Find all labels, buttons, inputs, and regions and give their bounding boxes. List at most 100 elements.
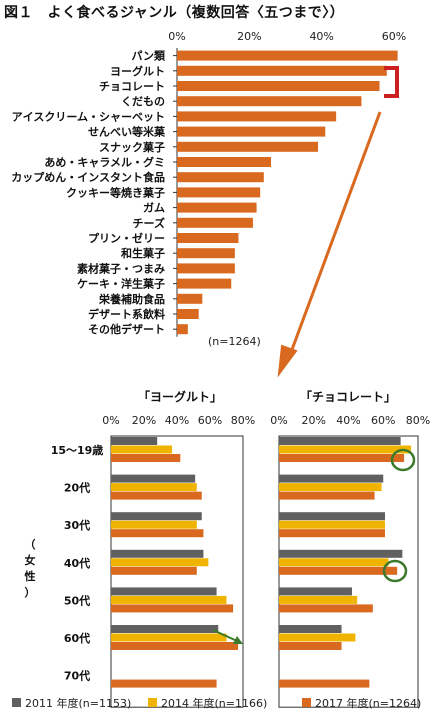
age-group-label: 60代 — [64, 631, 90, 645]
sample-size-note: (n=1264) — [208, 335, 261, 348]
highlight-circle — [390, 448, 416, 472]
age-group-label: 50代 — [64, 593, 90, 607]
top-bar — [177, 96, 362, 107]
top-x-tick-label: 0% — [168, 30, 185, 43]
panel-x-tick-label: 60% — [371, 414, 395, 427]
legend-swatch — [148, 698, 157, 707]
top-category-label: せんべい等米菓 — [88, 125, 166, 139]
top-category-label: デザート系飲料 — [88, 307, 165, 321]
panel-bar — [279, 454, 405, 462]
panel-bar — [279, 587, 352, 596]
top-bar — [177, 217, 253, 228]
top-bar — [177, 324, 188, 335]
top-x-tick-label: 20% — [237, 30, 261, 43]
panel-bar — [279, 512, 385, 521]
age-group-label: 15～19歳 — [51, 443, 104, 457]
age-group-label: 70代 — [64, 669, 90, 683]
panel-bar — [111, 625, 219, 633]
panel-x-tick-label: 80% — [406, 414, 430, 427]
top-bar — [177, 293, 203, 304]
top-category-label: あめ・キャラメル・グミ — [44, 155, 165, 169]
panel-bar — [279, 633, 356, 642]
panel-bar — [111, 512, 202, 521]
top-category-label: パン類 — [131, 49, 166, 63]
panel-bar — [111, 445, 173, 454]
panel-bar — [111, 454, 181, 462]
female-side-label: 女 — [25, 553, 36, 567]
panel-bar — [111, 566, 197, 575]
top-category-label: ヨーグルト — [110, 64, 165, 78]
age-group-label: 30代 — [64, 518, 90, 532]
age-group-label: 40代 — [64, 556, 90, 570]
green-arrow-line — [212, 629, 238, 642]
top-bar — [177, 65, 387, 76]
panel-bar — [111, 604, 234, 613]
panel-x-tick-label: 20% — [302, 414, 326, 427]
pointer-arrow-head — [277, 344, 298, 378]
panel-bar — [111, 491, 202, 500]
legend-swatch — [302, 698, 311, 707]
panel-bar — [111, 595, 227, 604]
top-bar — [177, 141, 319, 152]
panel-bar — [279, 529, 385, 538]
top-bar — [177, 202, 257, 213]
panel-x-tick-label: 40% — [165, 414, 189, 427]
top-category-label: チーズ — [133, 216, 165, 230]
yogurt-panel: 「ヨーグルト」 0% 20% 40% 60% 80% 15～19歳 20代 30代 40代 50代 6… — [25, 389, 255, 708]
panel-bar — [111, 474, 196, 483]
panel-title: 「ヨーグルト」 — [138, 389, 222, 404]
panel-x-tick-label: 20% — [132, 414, 156, 427]
panel-bar — [279, 604, 373, 613]
panel-bar — [111, 483, 197, 492]
top-category-label: クッキー等焼き菓子 — [66, 185, 165, 199]
panel-bar — [279, 642, 342, 650]
top-x-tick-label: 60% — [382, 30, 406, 43]
top-category-label: くだもの — [121, 95, 165, 108]
panel-bar — [279, 549, 403, 558]
annotation-overlay — [212, 66, 416, 644]
green-arrow-head — [233, 636, 243, 644]
panel-bar — [279, 483, 382, 492]
panel-bar — [111, 558, 209, 567]
top-bar — [177, 278, 232, 289]
top-category-label: ケーキ・洋生菓子 — [77, 277, 165, 291]
chocolate-panel: 「チョコレート」 0% 20% 40% 60% 80% — [270, 389, 430, 708]
panel-bar — [111, 520, 197, 529]
panel-bar — [279, 520, 385, 529]
figure-title: 図１ よく食べるジャンル（複数回答〈五つまで〉） — [4, 5, 345, 21]
panel-x-tick-label: 40% — [336, 414, 360, 427]
top-category-label: 素材菓子・つまみ — [77, 261, 165, 275]
panel-bar — [279, 595, 358, 604]
top-category-label: 栄養補助食品 — [98, 292, 165, 306]
age-group-label: 20代 — [64, 481, 90, 495]
panel-bar — [279, 437, 401, 445]
top-category-label: カップめん・インスタント食品 — [11, 170, 165, 184]
highlight-circle — [382, 559, 408, 583]
top-category-label: アイスクリーム・シャーベット — [12, 110, 165, 123]
panel-bar — [279, 566, 398, 575]
top-category-label: 和生菓子 — [121, 246, 165, 260]
top-category-label: チョコレート — [99, 80, 165, 93]
top-category-label: ガム — [143, 201, 165, 215]
panel-bar — [111, 529, 204, 538]
top-x-tick-label: 40% — [309, 30, 333, 43]
top-bar — [177, 263, 235, 274]
panel-bar — [111, 587, 217, 596]
panel-bar — [279, 625, 342, 633]
legend-label: 2014 年度(n=1166) — [161, 696, 267, 710]
top-bar — [177, 111, 337, 122]
panel-bar — [279, 491, 375, 500]
panel-bar — [279, 679, 370, 688]
panel-x-tick-label: 60% — [198, 414, 222, 427]
panel-bar — [279, 445, 412, 454]
panel-x-tick-label: 0% — [270, 414, 287, 427]
panel-bar — [111, 642, 239, 650]
top-category-label: その他デザート — [88, 322, 165, 336]
top-bar — [177, 248, 235, 259]
panel-title: 「チョコレート」 — [300, 389, 396, 404]
panel-bar — [279, 558, 389, 567]
top-bar-chart: 0% 20% 40% 60% パン類ヨーグルトチョコレートくだものアイスクリーム・シャー… — [11, 30, 406, 348]
top-bar — [177, 309, 199, 319]
top-category-label: プリン・ゼリー — [88, 231, 165, 245]
